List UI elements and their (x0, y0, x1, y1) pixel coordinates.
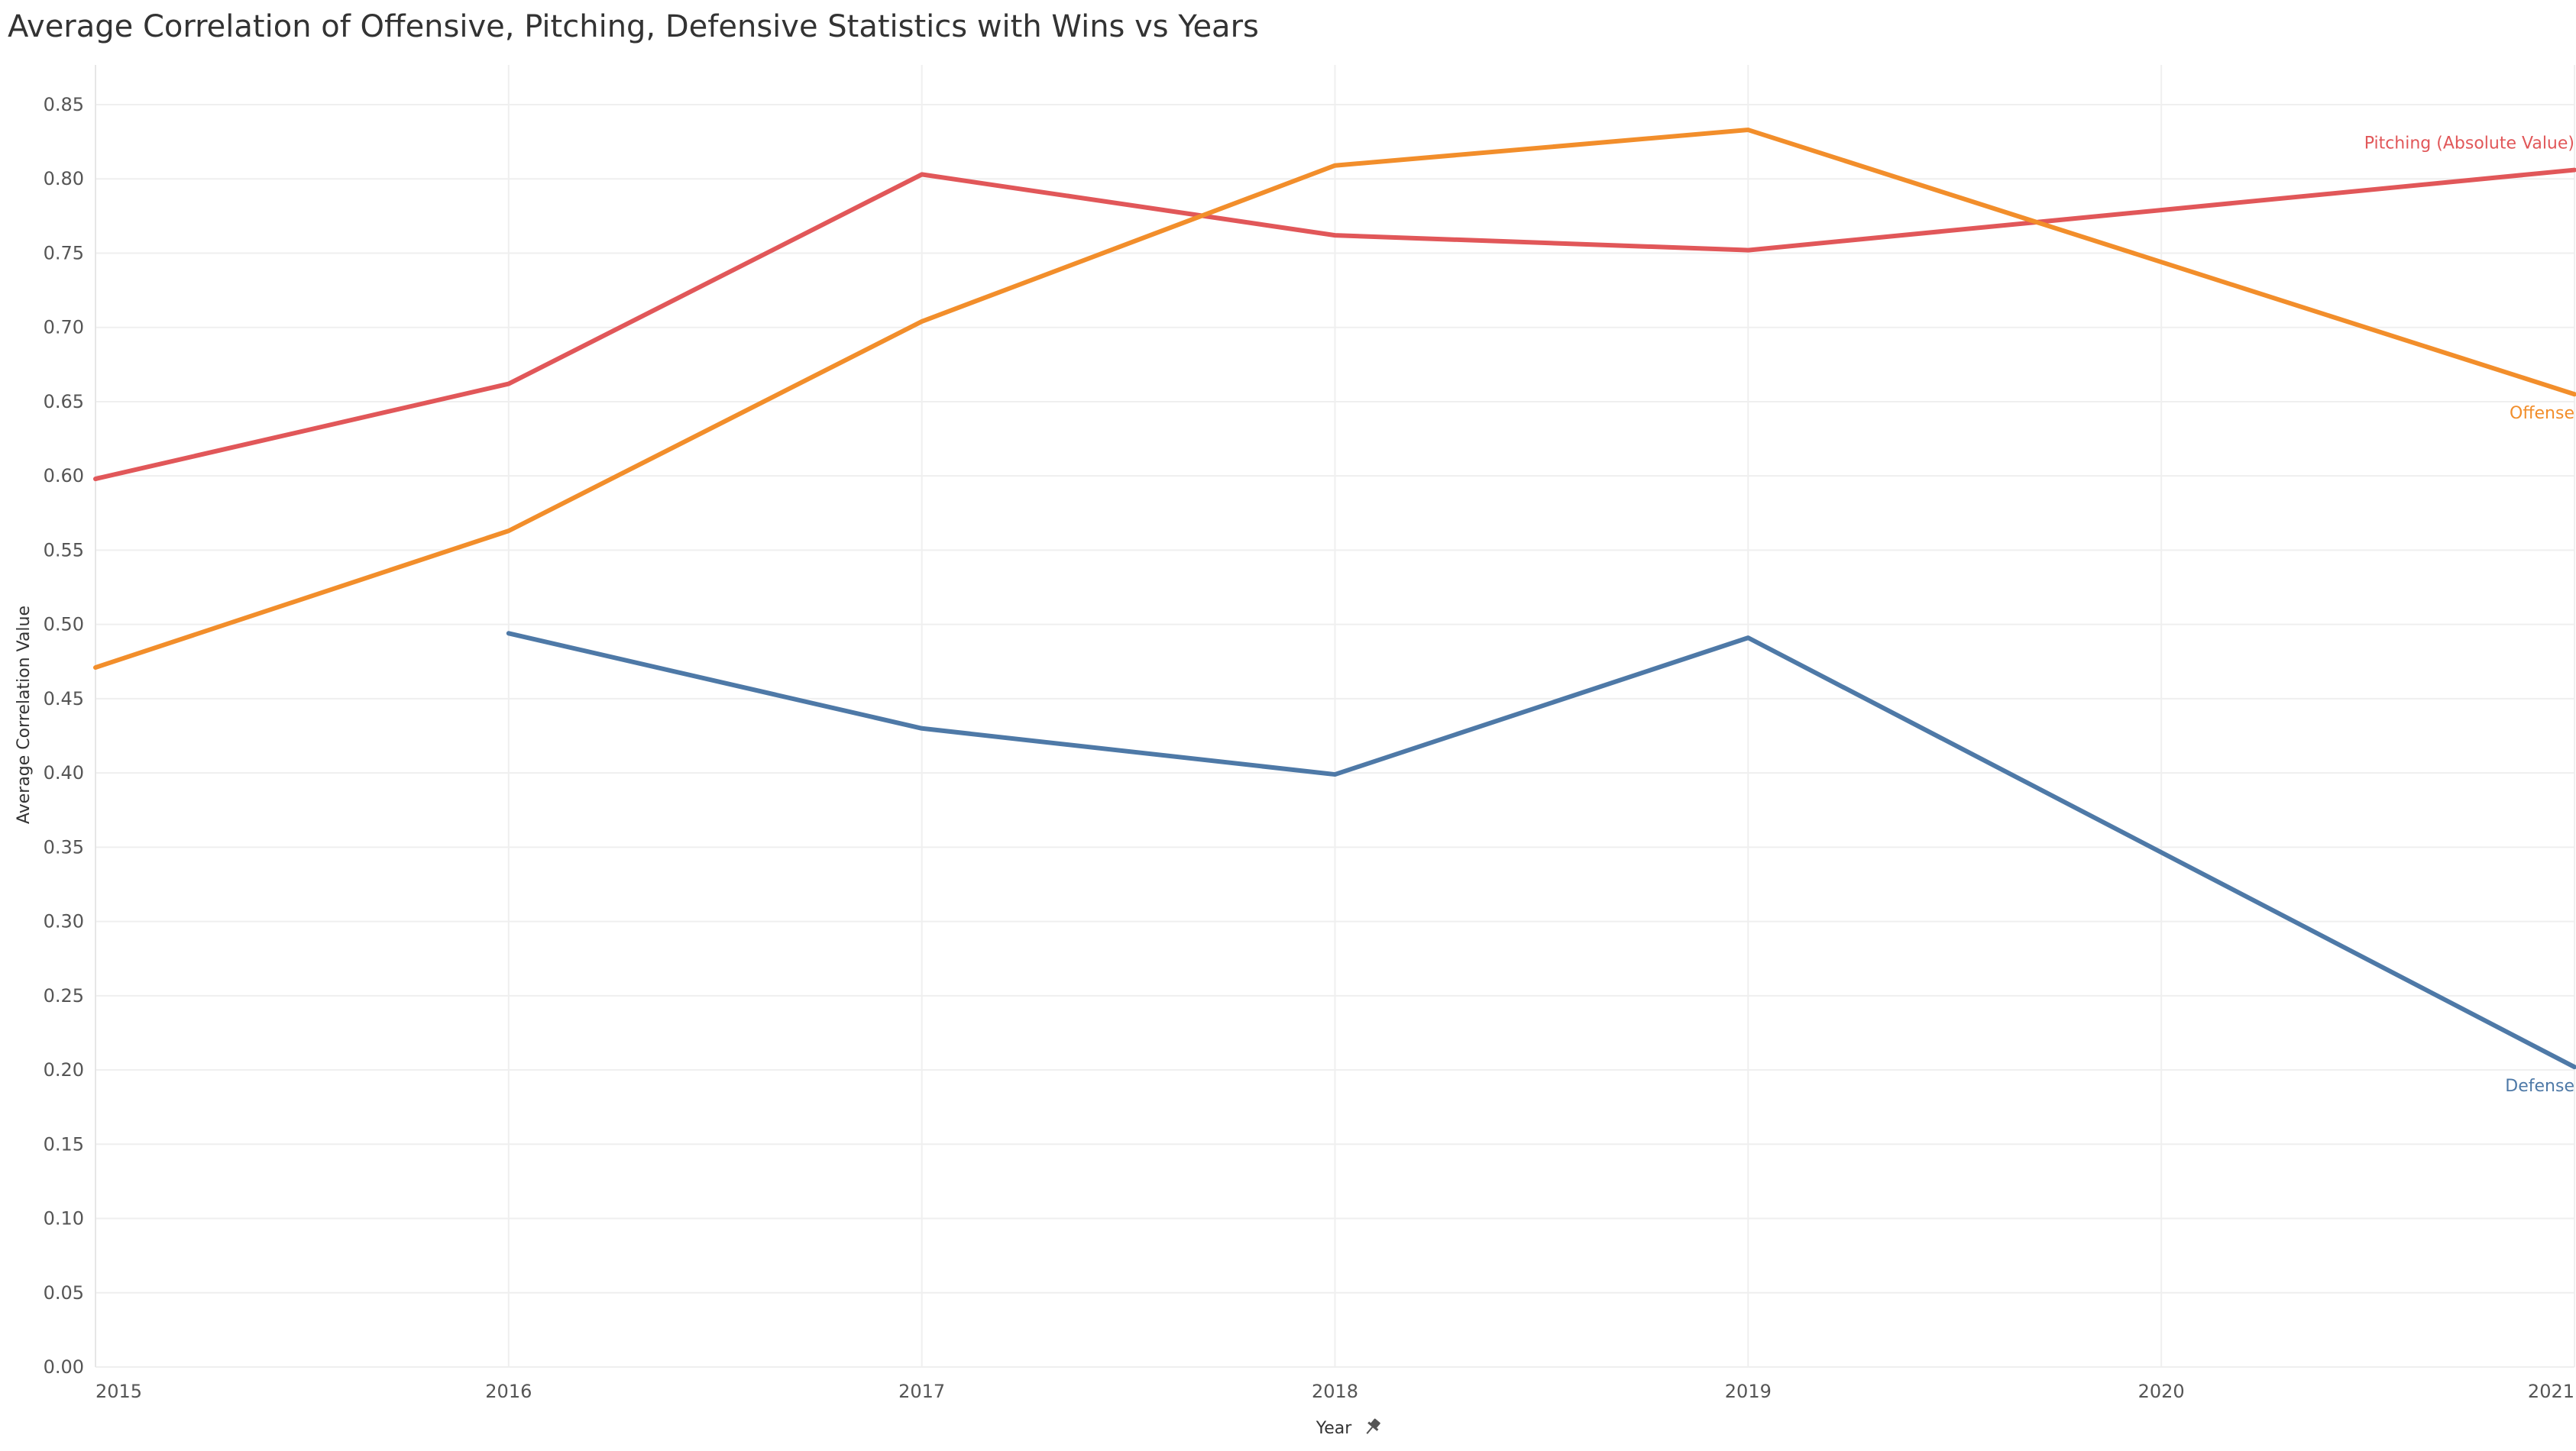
series-label: Defense (2505, 1077, 2574, 1096)
y-tick-label: 0.65 (44, 391, 84, 412)
x-tick-label: 2020 (2138, 1381, 2185, 1402)
y-tick-label: 0.20 (44, 1059, 84, 1081)
chart-title: Average Correlation of Offensive, Pitchi… (8, 9, 1259, 44)
series-label: Pitching (Absolute Value) (2364, 134, 2574, 154)
y-tick-label: 0.45 (44, 688, 84, 709)
y-tick-label: 0.75 (44, 242, 84, 263)
y-axis-ticks: 0.00 0.05 0.10 0.15 0.20 0.25 0.30 0.35 0.40 0.45… (44, 94, 84, 1378)
series-line-2[interactable] (506, 631, 2576, 1070)
y-tick-label: 0.05 (44, 1282, 84, 1304)
y-tick-label: 0.50 (44, 614, 84, 635)
y-tick-label: 0.10 (44, 1208, 84, 1230)
y-axis-label: Average Correlation Value (15, 606, 34, 824)
x-axis-label[interactable]: Year (1316, 1419, 1353, 1438)
x-tick-label: 2016 (485, 1381, 532, 1402)
y-tick-label: 0.25 (44, 985, 84, 1007)
series-line-1[interactable] (93, 128, 2576, 671)
y-tick-label: 0.30 (44, 911, 84, 932)
x-tick-label: 2017 (898, 1381, 945, 1402)
y-tick-label: 0.35 (44, 836, 84, 858)
y-tick-label: 0.40 (44, 762, 84, 784)
series-labels: Pitching (Absolute Value) Offense Defense (2364, 134, 2574, 1097)
series-line-0[interactable] (93, 167, 2576, 482)
series-lines (93, 128, 2576, 1070)
x-tick-label: 2021 (2528, 1381, 2574, 1402)
grid-lines (95, 65, 2575, 1368)
y-tick-label: 0.55 (44, 539, 84, 561)
x-tick-label: 2019 (1725, 1381, 1772, 1402)
y-tick-label: 0.85 (44, 94, 84, 115)
series-label: Offense (2510, 404, 2574, 423)
pin-icon[interactable] (1362, 1417, 1382, 1437)
y-tick-label: 0.70 (44, 317, 84, 338)
x-tick-label: 2018 (1312, 1381, 1358, 1402)
x-axis-ticks: 2015 2016 2017 2018 2019 2020 2021 (95, 1381, 2574, 1402)
y-tick-label: 0.60 (44, 465, 84, 486)
y-tick-label: 0.80 (44, 168, 84, 189)
y-tick-label: 0.15 (44, 1133, 84, 1155)
x-tick-label: 2015 (95, 1381, 142, 1402)
y-tick-label: 0.00 (44, 1356, 84, 1378)
